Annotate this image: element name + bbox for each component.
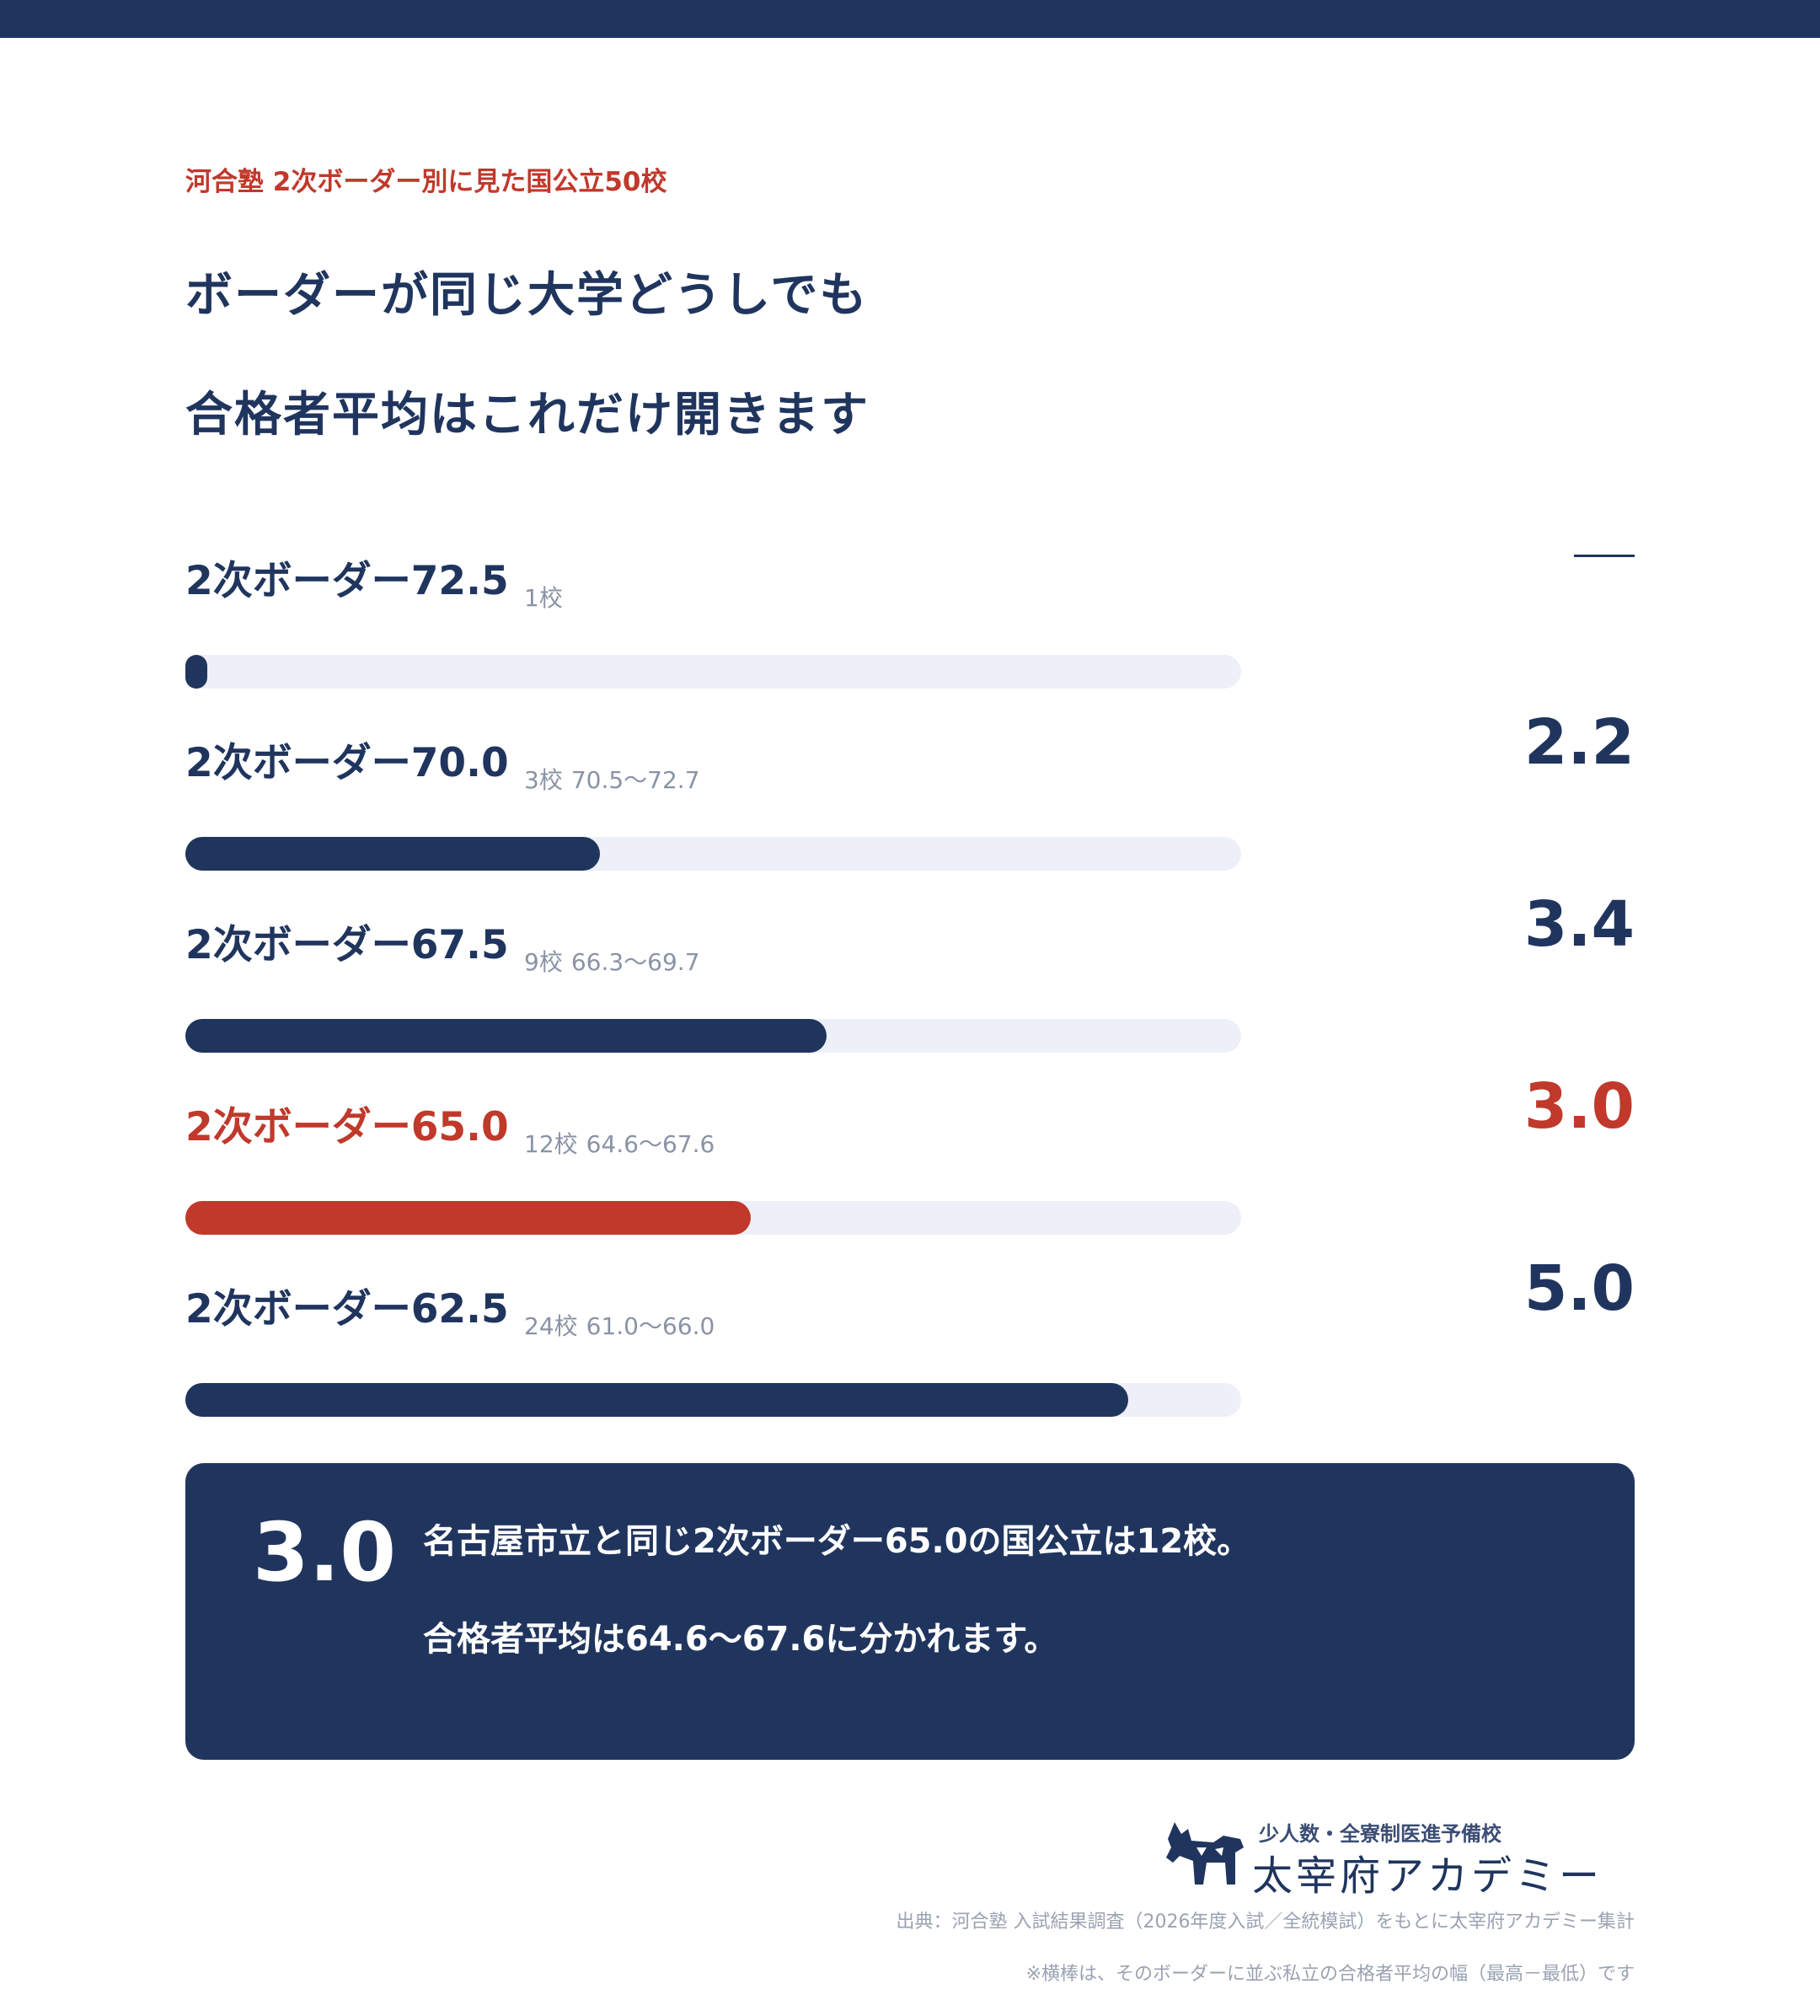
score-range: 66.3〜69.7 [570, 948, 700, 976]
callout-line-2: 合格者平均は64.6〜67.6に分かれます。 [423, 1620, 1058, 1659]
bar-track [185, 1201, 1241, 1235]
bar [185, 1201, 752, 1235]
bar [185, 655, 207, 689]
chart-row: 2次ボーダー62.5 24校 61.0〜66.0 5.0 [0, 1252, 1820, 1453]
category-label: 2次ボーダー72.5 [185, 558, 509, 604]
value-label: 2.2 [1523, 706, 1635, 779]
school-count: 24校 [524, 1312, 578, 1340]
eyebrow-label: 河合塾 2次ボーダー別に見た国公立50校 [185, 167, 667, 197]
value-label: 3.0 [1523, 1070, 1635, 1143]
bar-track [185, 1383, 1241, 1417]
school-count: 12校 [524, 1130, 578, 1158]
headline-line-2: 合格者平均はこれだけ開きます [185, 388, 870, 442]
callout-line-1: 名古屋市立と同じ2次ボーダー65.0の国公立は12校。 [423, 1522, 1251, 1561]
chart-row: 2次ボーダー67.5 9校 66.3〜69.7 3.4 [0, 888, 1820, 1089]
category-meta: 3校 70.5〜72.7 [524, 762, 700, 796]
chart-row: 2次ボーダー72.5 1校 [0, 548, 1820, 725]
category-meta: 1校 [524, 580, 563, 614]
bar-track [185, 837, 1241, 871]
bar-track [185, 655, 1241, 689]
bar [185, 837, 601, 871]
source-footnote: 出典：河合塾 入試結果調査（2026年度入試／全統模試）をもとに太宰府アカデミー… [896, 1911, 1635, 1933]
logo-tagline: 少人数・全寮制医進予備校 [1259, 1821, 1502, 1846]
academy-logo: 少人数・全寮制医進予備校 太宰府アカデミー [1163, 1814, 1635, 1900]
category-label: 2次ボーダー62.5 [185, 1286, 509, 1332]
score-range: 70.5〜72.7 [570, 766, 700, 794]
category-meta: 24校 61.0〜66.0 [524, 1308, 715, 1342]
no-value-dash [1574, 555, 1635, 557]
top-band [0, 0, 1820, 38]
bar-track [185, 1019, 1241, 1053]
school-count: 3校 [524, 766, 563, 794]
category-meta: 9校 66.3〜69.7 [524, 944, 700, 978]
category-label: 2次ボーダー67.5 [185, 922, 509, 968]
school-count: 1校 [524, 584, 563, 612]
callout-box: 3.0 名古屋市立と同じ2次ボーダー65.0の国公立は12校。 合格者平均は64… [185, 1463, 1635, 1760]
value-label: 3.4 [1523, 888, 1635, 961]
category-label: 2次ボーダー70.0 [185, 740, 509, 786]
dog-mascot-icon [1166, 1822, 1244, 1885]
school-count: 9校 [524, 948, 563, 976]
category-label: 2次ボーダー65.0 [185, 1104, 509, 1150]
bar [185, 1383, 1128, 1417]
headline-line-1: ボーダーが同じ大学どうしでも [185, 268, 869, 323]
score-range: 61.0〜66.0 [586, 1312, 715, 1340]
callout-value: 3.0 [253, 1505, 397, 1600]
category-meta: 12校 64.6〜67.6 [524, 1126, 715, 1160]
chart-row: 2次ボーダー70.0 3校 70.5〜72.7 2.2 [0, 706, 1820, 907]
chart-row: 2次ボーダー65.0 12校 64.6〜67.6 3.0 [0, 1070, 1820, 1271]
bar-note-footnote: ※横棒は、そのボーダーに並ぶ私立の合格者平均の幅（最高－最低）です [1025, 1964, 1635, 1985]
score-range: 64.6〜67.6 [586, 1130, 715, 1158]
logo-name: 太宰府アカデミー [1252, 1852, 1603, 1900]
bar [185, 1019, 827, 1053]
value-label: 5.0 [1523, 1252, 1635, 1325]
